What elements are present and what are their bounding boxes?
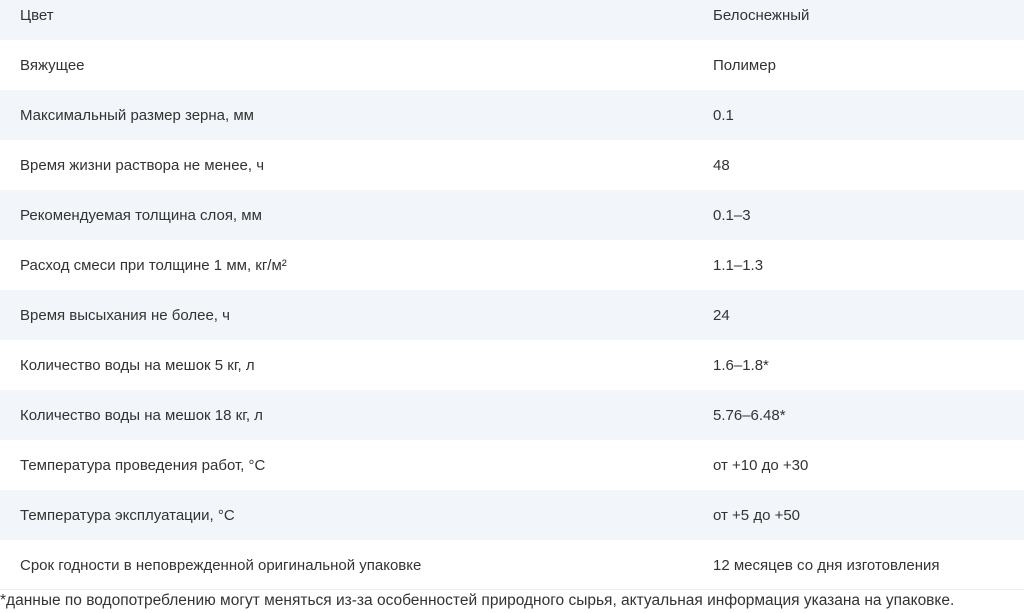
table-row: Вяжущее Полимер (0, 40, 1024, 90)
spec-value: 5.76–6.48* (713, 406, 786, 424)
table-row: Максимальный размер зерна, мм 0.1 (0, 90, 1024, 140)
spec-value: 1.1–1.3 (713, 256, 764, 274)
table-row: Цвет Белоснежный (0, 0, 1024, 40)
spec-value: 12 месяцев со дня изготовления (713, 556, 940, 574)
spec-value: Белоснежный (713, 6, 810, 24)
spec-value: от +5 до +50 (713, 506, 801, 524)
spec-value: 0.1 (713, 106, 734, 124)
spec-value: 24 (713, 306, 730, 324)
spec-name: Цвет (20, 6, 54, 24)
table-row: Время высыхания не более, ч 24 (0, 290, 1024, 340)
spec-name: Время жизни раствора не менее, ч (20, 156, 265, 174)
table-row: Температура эксплуатации, °С от +5 до +50 (0, 490, 1024, 540)
table-row: Температура проведения работ, °С от +10 д… (0, 440, 1024, 490)
footnote: *данные по водопотреблению могут менятьс… (0, 589, 1024, 610)
spec-value: 48 (713, 156, 730, 174)
table-row: Время жизни раствора не менее, ч 48 (0, 140, 1024, 190)
table-row: Количество воды на мешок 18 кг, л 5.76–6.… (0, 390, 1024, 440)
spec-name: Температура проведения работ, °С (20, 456, 266, 474)
spec-name: Температура эксплуатации, °С (20, 506, 235, 524)
spec-name: Количество воды на мешок 5 кг, л (20, 356, 255, 374)
table-row: Рекомендуемая толщина слоя, мм 0.1–3 (0, 190, 1024, 240)
specs-table: Цвет Белоснежный Вяжущее Полимер Максимальны… (0, 0, 1024, 590)
spec-value: 1.6–1.8* (713, 356, 769, 374)
spec-name: Количество воды на мешок 18 кг, л (20, 406, 263, 424)
spec-name: Рекомендуемая толщина слоя, мм (20, 206, 262, 224)
spec-name: Вяжущее (20, 56, 85, 74)
spec-name: Максимальный размер зерна, мм (20, 106, 254, 124)
spec-name: Срок годности в неповрежденной оригиналь… (20, 556, 422, 574)
spec-value: Полимер (713, 56, 776, 74)
spec-value: 0.1–3 (713, 206, 751, 224)
table-row: Количество воды на мешок 5 кг, л 1.6–1.8* (0, 340, 1024, 390)
spec-name: Время высыхания не более, ч (20, 306, 230, 324)
spec-value: от +10 до +30 (713, 456, 809, 474)
spec-name: Расход смеси при толщине 1 мм, кг/м² (20, 256, 287, 274)
table-row: Срок годности в неповрежденной оригиналь… (0, 540, 1024, 590)
table-row: Расход смеси при толщине 1 мм, кг/м² 1.1–… (0, 240, 1024, 290)
